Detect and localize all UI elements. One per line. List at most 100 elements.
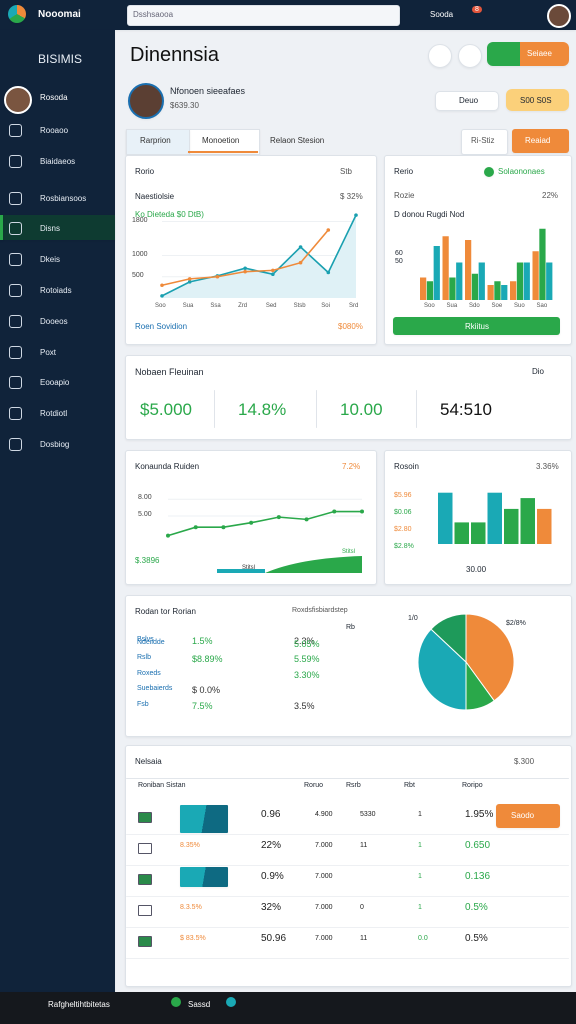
search-box[interactable] (127, 5, 400, 26)
list-value: 1.5% (192, 636, 213, 646)
tab[interactable]: Rarprion (140, 136, 171, 145)
nav-item[interactable]: Rotdiotl (40, 409, 68, 419)
line-panel (125, 155, 377, 345)
nav-item[interactable]: Poxt (40, 347, 57, 357)
bar (532, 251, 539, 300)
cell: 5330 (360, 811, 376, 818)
sidebar-profile: Rosoda (40, 93, 68, 102)
cell: 8.35% (180, 842, 200, 849)
nav-item[interactable]: Dooeos (40, 316, 68, 326)
divider (316, 390, 317, 428)
cell: 0.136 (465, 871, 491, 882)
panel-subtitle: Naestiolsie (135, 192, 175, 201)
tab[interactable]: Relaon Stesion (270, 136, 325, 145)
tab-active[interactable] (126, 129, 190, 155)
action-button-text: Seiaee (527, 49, 552, 58)
pie-slice (465, 613, 515, 702)
divider (214, 390, 215, 428)
point (243, 269, 247, 274)
point (187, 280, 192, 284)
row-button[interactable] (496, 804, 560, 828)
rule (126, 865, 569, 866)
pill-text: Deuo (459, 96, 479, 105)
x-tick-label: Ssa (210, 303, 221, 309)
icon-button[interactable] (458, 44, 482, 68)
nav-icon (9, 407, 22, 421)
panel-title: Rodan tor Rorian (135, 607, 196, 616)
tab-orange[interactable] (512, 129, 569, 153)
point (271, 268, 275, 273)
tab[interactable]: Reaiad (525, 136, 551, 145)
nav-item[interactable]: Dosbiog (40, 440, 70, 449)
tab[interactable]: Monoetion (202, 136, 240, 145)
point (298, 245, 303, 249)
legend-text: Solaononaes (498, 167, 545, 176)
nav-item[interactable]: Rotoiads (40, 286, 72, 295)
taskbar-item[interactable]: Sassd (188, 1000, 211, 1009)
panel-title: Nobaen Fleuinan (135, 367, 204, 377)
pill[interactable] (435, 91, 499, 111)
x-tick-label: Sua (182, 303, 194, 309)
avatar (547, 4, 571, 28)
nav-item[interactable]: Rooaoo (40, 126, 69, 135)
list-value: $8.89% (192, 654, 223, 664)
bar (454, 522, 469, 544)
nav-item[interactable]: Rosbiansoos (40, 193, 87, 203)
pie-label: $2/8% (506, 620, 526, 627)
divider (416, 390, 417, 428)
pill[interactable] (506, 89, 569, 111)
page-title: Dinennsia (130, 44, 219, 66)
bar (471, 522, 486, 544)
bar (449, 277, 456, 300)
bar (438, 492, 453, 544)
nav-icon (9, 314, 22, 328)
panel-title: Rosoin (394, 462, 419, 471)
cell: 1 (418, 811, 422, 818)
icon-button[interactable] (428, 44, 452, 68)
rule (126, 958, 569, 959)
x-tick-label: Soo (424, 303, 435, 309)
column-header: Roripo (462, 782, 483, 789)
nav-item[interactable]: Eooapio (40, 378, 70, 388)
tab-right[interactable] (461, 129, 508, 155)
point (276, 515, 281, 520)
user-name: Sooda (430, 10, 454, 19)
panel-badge: Dio (532, 367, 545, 376)
y-tick-label: 50 (395, 257, 403, 265)
panel-footer: 30.00 (466, 565, 487, 574)
nav-item[interactable]: Disns (40, 224, 61, 234)
panel-tag: Stitsl (342, 549, 356, 555)
cell: 7.000 (315, 904, 333, 911)
green-button[interactable] (393, 317, 560, 335)
y-tick-label: 500 (132, 271, 144, 279)
bar (442, 236, 449, 300)
row-icon (138, 936, 152, 947)
taskbar-item[interactable]: Rafgheltihtbitetas (48, 1000, 110, 1009)
taskbar-icon (171, 997, 181, 1007)
panel-header: Roxdsfisbiardstep (292, 607, 348, 614)
point (160, 294, 164, 298)
cell: 32% (261, 902, 282, 913)
panel-footer-value: $080% (338, 322, 363, 331)
tab[interactable]: Ri-Stiz (471, 136, 495, 145)
list-label: Ndeiidde (137, 638, 165, 646)
badge: 8 (472, 6, 482, 13)
line (167, 510, 362, 537)
point (243, 266, 247, 271)
column-header: Roruo (304, 782, 324, 789)
nav-item[interactable]: Dkeis (40, 255, 61, 265)
x-tick-label: Sao (536, 303, 548, 309)
list-value: 3.5% (294, 700, 315, 711)
panel-subtitle: Rozie (394, 191, 415, 200)
action-button[interactable] (487, 42, 569, 66)
point (187, 277, 192, 281)
nav-item[interactable]: Biaidaeos (40, 156, 76, 166)
button-text[interactable]: Saodo (511, 811, 535, 820)
bar (501, 285, 508, 300)
x-tick-label: Soo (155, 303, 166, 309)
row-icon (138, 905, 152, 916)
legend-dot (484, 167, 494, 177)
rule (126, 834, 569, 835)
list-value: 5.59% (294, 654, 320, 664)
cell: 7.000 (315, 873, 333, 880)
